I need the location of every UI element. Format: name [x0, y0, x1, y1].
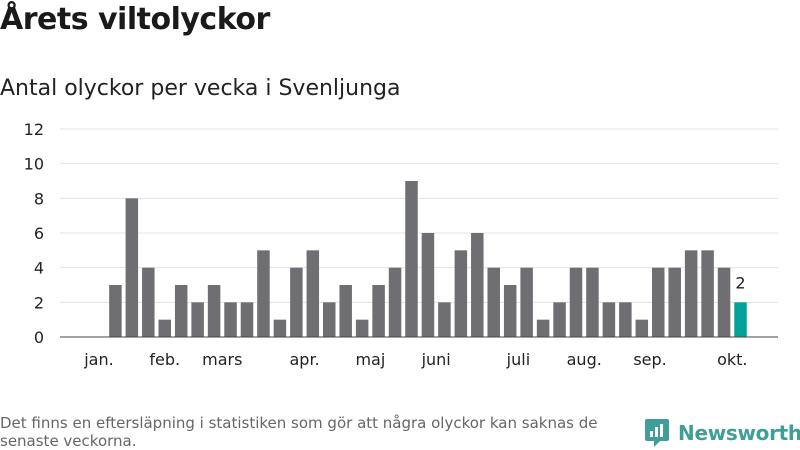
x-tick-label: sep. — [633, 350, 666, 369]
bar — [372, 285, 385, 337]
y-tick-label: 4 — [34, 259, 44, 278]
x-tick-label: okt. — [717, 350, 747, 369]
bar — [355, 319, 369, 337]
y-tick-label: 2 — [34, 293, 44, 312]
newsworthy-logo-icon — [645, 419, 669, 447]
bar — [306, 250, 320, 337]
bar-highlight — [734, 302, 747, 337]
x-tick-label: juni — [421, 350, 451, 369]
chart-title: Årets viltolyckor — [0, 2, 270, 37]
bar — [553, 302, 566, 337]
x-tick-label: aug. — [567, 350, 602, 369]
data-label: 2 — [735, 273, 745, 292]
bar — [421, 233, 435, 337]
bar — [520, 267, 533, 337]
bar — [536, 319, 550, 337]
bar — [701, 250, 714, 337]
bar-chart: 0 2 4 6 8 10 12 2 jan. feb. mars apr. maj juni juli aug… — [24, 120, 778, 369]
y-tick-label: 6 — [34, 224, 44, 243]
bar — [240, 302, 254, 337]
bar — [191, 302, 204, 337]
x-tick-label: juli — [506, 350, 530, 369]
x-tick-label: mars — [202, 350, 242, 369]
x-tick-label: jan. — [83, 350, 113, 369]
bar — [290, 267, 303, 337]
bar — [487, 267, 500, 337]
bar — [684, 250, 698, 337]
y-tick-label: 0 — [34, 328, 44, 347]
bar — [339, 285, 352, 337]
bar — [207, 285, 221, 337]
x-tick-label: maj — [355, 350, 385, 369]
x-tick-label: feb. — [149, 350, 180, 369]
footnote: Det finns en eftersläpning i statistiken… — [0, 414, 598, 450]
bar — [652, 267, 665, 337]
bar — [438, 302, 451, 337]
y-tick-label: 12 — [24, 120, 44, 139]
bar — [602, 302, 616, 337]
bar — [224, 302, 237, 337]
bar — [635, 319, 649, 337]
bar — [471, 233, 484, 337]
bar — [717, 267, 731, 337]
bar — [142, 267, 155, 337]
bar — [619, 302, 632, 337]
bar — [125, 198, 139, 337]
bar — [158, 319, 171, 337]
bar — [257, 250, 270, 337]
y-tick-label: 8 — [34, 189, 44, 208]
bar — [503, 285, 517, 337]
chart-subtitle: Antal olyckor per vecka i Svenljunga — [0, 76, 401, 101]
bar — [109, 285, 122, 337]
x-tick-label: apr. — [289, 350, 319, 369]
y-tick-label: 10 — [24, 155, 44, 174]
bar — [454, 250, 468, 337]
bar — [273, 319, 287, 337]
bar — [668, 267, 681, 337]
brand-logo: Newsworthy — [644, 418, 800, 448]
bar — [388, 267, 402, 337]
brand-name: Newsworthy — [678, 421, 800, 445]
bar — [405, 181, 418, 337]
bar — [174, 285, 188, 337]
bar — [569, 267, 583, 337]
bar — [323, 302, 336, 337]
bar — [586, 267, 599, 337]
